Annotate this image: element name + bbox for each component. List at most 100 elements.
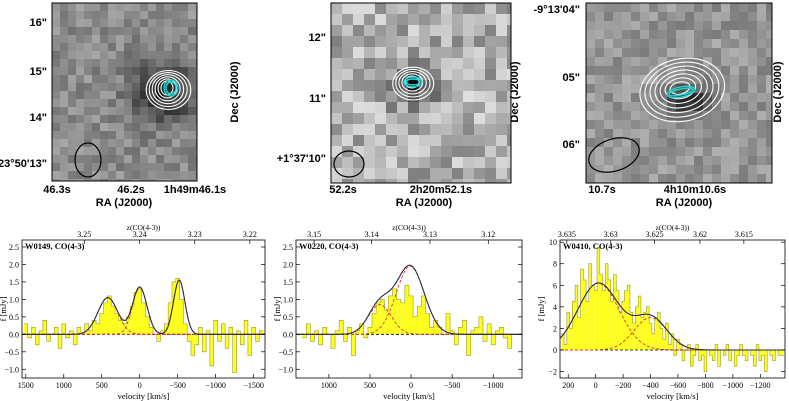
image-pixel xyxy=(116,99,125,108)
image-pixel xyxy=(68,131,77,140)
image-pixel xyxy=(172,155,181,164)
spectrum-bar xyxy=(577,317,581,350)
image-pixel xyxy=(676,3,686,13)
x-tick-label: −500 xyxy=(169,381,186,390)
spectrum-bar xyxy=(445,313,451,335)
contour-line xyxy=(395,68,431,98)
image-pixel xyxy=(140,99,149,108)
image-pixel xyxy=(100,11,109,20)
spectrum-bar xyxy=(458,327,463,335)
ra-tick-label: 52.2s xyxy=(329,184,357,196)
image-pixel xyxy=(92,91,101,100)
image-pixel xyxy=(108,171,117,180)
spectrum-bar xyxy=(202,334,207,352)
spectrum-bar xyxy=(649,323,652,350)
image-pixel xyxy=(116,67,125,76)
image-pixel xyxy=(331,168,343,180)
image-pixel xyxy=(757,48,767,58)
image-pixel xyxy=(485,47,497,59)
image-pixel xyxy=(180,131,189,140)
spectrum-bar xyxy=(107,295,112,335)
image-pixel xyxy=(739,30,749,40)
image-pixel xyxy=(430,113,442,125)
image-pixel xyxy=(342,124,354,136)
image-pixel xyxy=(649,93,659,103)
image-pixel xyxy=(507,113,511,125)
image-pixel xyxy=(408,113,420,125)
image-pixel xyxy=(148,171,157,180)
image-pixel xyxy=(739,129,749,139)
image-pixel xyxy=(188,131,197,140)
image-pixel xyxy=(613,174,623,183)
image-pixel xyxy=(353,135,365,147)
image-pixel xyxy=(766,156,772,166)
image-pixel xyxy=(622,39,632,49)
image-pixel xyxy=(124,99,133,108)
image-frame-w0410 xyxy=(585,2,773,184)
spectrum-bar xyxy=(564,344,567,350)
image-pixel xyxy=(712,111,722,121)
image-noise-w0220 xyxy=(331,3,511,183)
image-pixel xyxy=(631,174,641,183)
image-pixel xyxy=(685,147,695,157)
image-pixel xyxy=(748,66,758,76)
image-pixel xyxy=(52,19,61,28)
image-pixel xyxy=(430,179,442,183)
spectrum-bar xyxy=(726,344,729,350)
image-pixel xyxy=(694,21,704,31)
image-pixel xyxy=(60,131,69,140)
y-tick-label: −1.0 xyxy=(4,365,19,374)
image-pixel xyxy=(156,155,165,164)
image-pixel xyxy=(496,157,508,169)
spectrum-bar xyxy=(764,349,768,372)
y-tick-label: 1.0 xyxy=(283,295,293,304)
image-pixel xyxy=(604,21,614,31)
image-pixel xyxy=(631,129,641,139)
image-pixel xyxy=(397,36,409,48)
y-tick-label: −2 xyxy=(548,368,557,377)
image-pixel xyxy=(496,69,508,81)
image-pixel xyxy=(667,129,677,139)
spectrum-bar xyxy=(742,349,746,356)
image-pixel xyxy=(622,129,632,139)
image-pixel xyxy=(68,91,77,100)
spectrum-bar xyxy=(99,313,104,335)
spectrum-bar xyxy=(380,299,385,335)
image-pixel xyxy=(452,25,464,37)
image-pixel xyxy=(60,107,69,116)
image-pixel xyxy=(148,147,157,156)
image-pixel xyxy=(164,27,173,36)
image-pixel xyxy=(172,19,181,28)
image-pixel xyxy=(474,36,486,48)
image-pixel xyxy=(649,138,659,148)
spectrum-outline xyxy=(23,278,264,374)
image-pixel xyxy=(721,30,731,40)
y-tick-label: 2.5 xyxy=(283,243,293,252)
spectrum-bar xyxy=(569,328,573,350)
spectrum-bar xyxy=(660,328,663,350)
image-pixel xyxy=(76,3,85,12)
spectrum-bar xyxy=(561,333,565,350)
spectrum-bar xyxy=(646,306,650,350)
image-pixel xyxy=(140,67,149,76)
image-pixel xyxy=(408,25,420,37)
image-pixel xyxy=(441,47,453,59)
image-pixel xyxy=(485,157,497,169)
image-pixel xyxy=(613,21,623,31)
image-pixel xyxy=(739,75,749,85)
image-pixel xyxy=(739,21,749,31)
image-pixel xyxy=(452,14,464,26)
image-pixel xyxy=(60,115,69,124)
image-pixel xyxy=(364,91,376,103)
spectrum-panel-w0149: 1500 1000 500 0 −500 −1000 −1500 −1.0 −0.5 0.0 0.5… xyxy=(0,223,266,401)
image-pixel xyxy=(595,84,605,94)
image-pixel xyxy=(640,84,650,94)
image-pixel xyxy=(156,11,165,20)
image-pixel xyxy=(430,69,442,81)
spectrum-bar xyxy=(665,323,669,350)
image-pixel xyxy=(649,57,659,67)
image-pixel xyxy=(342,157,354,169)
image-pixel xyxy=(353,113,365,125)
plot-area xyxy=(560,247,785,372)
image-pixel xyxy=(124,139,133,148)
